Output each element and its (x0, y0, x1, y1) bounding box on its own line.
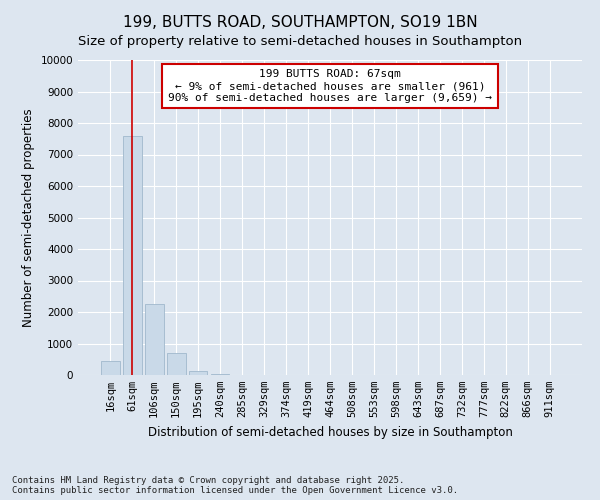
Bar (145, 304, 164, 375)
Text: 199, BUTTS ROAD, SOUTHAMPTON, SO19 1BN: 199, BUTTS ROAD, SOUTHAMPTON, SO19 1BN (122, 15, 478, 30)
Bar (101, 362, 119, 375)
Bar (189, 371, 208, 375)
X-axis label: Distribution of semi-detached houses by size in Southampton: Distribution of semi-detached houses by … (148, 426, 512, 438)
Bar (167, 353, 185, 375)
Text: Contains HM Land Registry data © Crown copyright and database right 2025.
Contai: Contains HM Land Registry data © Crown c… (12, 476, 458, 495)
Text: 199 BUTTS ROAD: 67sqm
← 9% of semi-detached houses are smaller (961)
90% of semi: 199 BUTTS ROAD: 67sqm ← 9% of semi-detac… (168, 70, 492, 102)
Text: Size of property relative to semi-detached houses in Southampton: Size of property relative to semi-detach… (78, 35, 522, 48)
Bar (211, 374, 229, 375)
Y-axis label: Number of semi-detached properties: Number of semi-detached properties (22, 108, 35, 327)
Bar (123, 136, 142, 375)
